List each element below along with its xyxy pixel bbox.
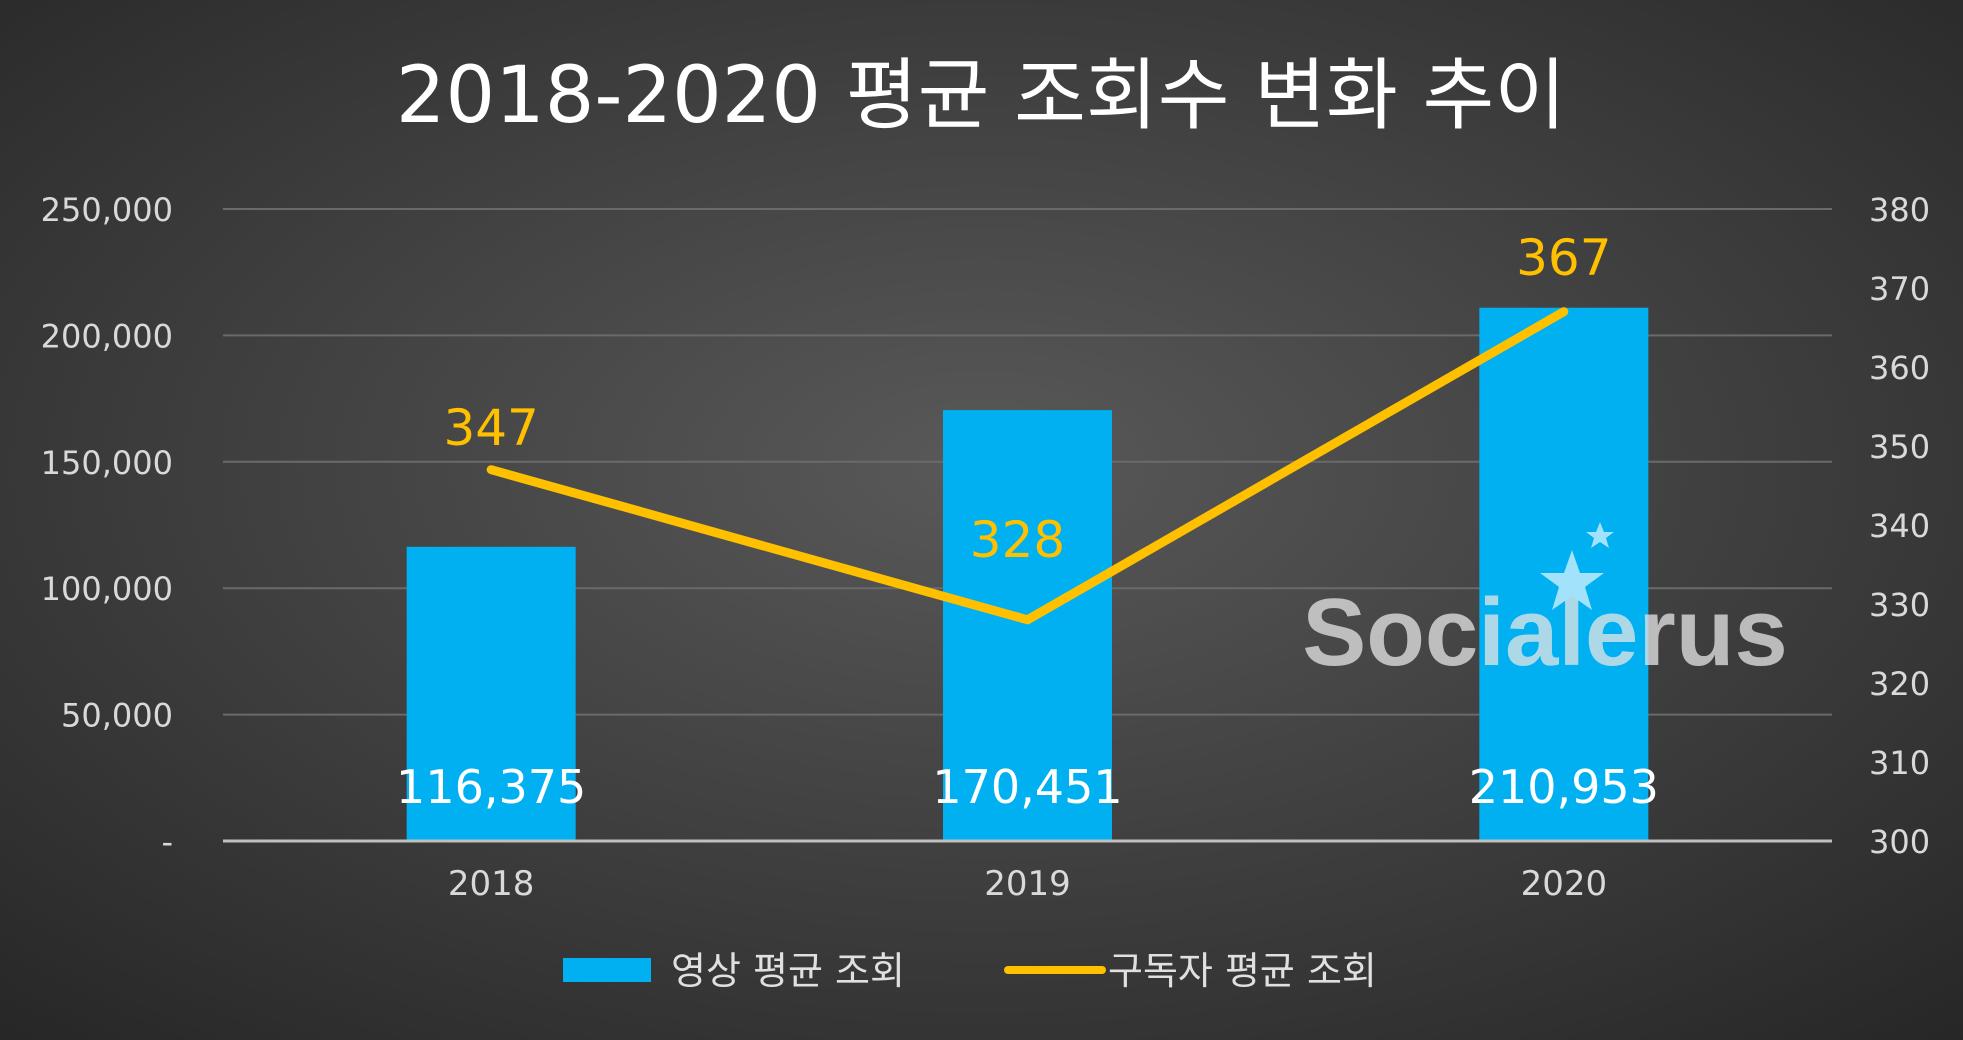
bar-2018	[406, 546, 576, 841]
line-point	[1562, 310, 1565, 313]
right-axis-tick-label: 340	[1869, 507, 1930, 545]
right-axis-tick-label: 380	[1869, 191, 1930, 229]
right-axis-tick-label: 330	[1869, 586, 1930, 624]
legend-swatch-bar	[563, 958, 651, 982]
right-axis-tick-label: 310	[1869, 744, 1930, 782]
small-star-icon	[1586, 522, 1614, 548]
watermark-text: Socialerus	[1302, 579, 1788, 686]
line-data-label: 328	[970, 511, 1065, 569]
x-axis-tick-label: 2018	[448, 864, 535, 904]
chart-title: 2018-2020 평균 조회수 변화 추이	[396, 51, 1566, 141]
left-axis-tick-label: 150,000	[41, 444, 173, 482]
legend-label-bar: 영상 평균 조회	[671, 949, 905, 993]
legend: 영상 평균 조회 구독자 평균 조회	[563, 949, 1377, 993]
line-data-label: 347	[443, 399, 538, 457]
legend-label-line: 구독자 평균 조회	[1108, 949, 1377, 993]
bar-data-label: 210,953	[1469, 760, 1659, 814]
x-axis-tick-label: 2020	[1521, 864, 1608, 904]
line-point	[1026, 618, 1029, 621]
left-axis-tick-label: 250,000	[41, 191, 173, 229]
right-axis-tick-label: 370	[1869, 270, 1930, 308]
bar-data-label: 170,451	[932, 760, 1122, 814]
x-axis-tick-label: 2019	[984, 864, 1071, 904]
left-axis-tick-label: -	[161, 823, 173, 861]
left-axis-tick-label: 100,000	[41, 570, 173, 608]
right-axis-tick-label: 350	[1869, 428, 1930, 466]
right-axis-tick-label: 360	[1869, 349, 1930, 387]
left-axis-tick-label: 200,000	[41, 317, 173, 355]
bar-2019	[943, 410, 1112, 841]
line-data-label: 367	[1516, 229, 1611, 287]
right-axis-tick-label: 320	[1869, 665, 1930, 703]
right-axis-tick-label: 300	[1869, 823, 1930, 861]
star-icon	[1540, 550, 1604, 610]
watermark-logo: Socialerus	[1302, 522, 1788, 686]
line-point	[490, 468, 493, 471]
bar-data-label: 116,375	[396, 760, 586, 814]
left-axis-tick-label: 50,000	[61, 697, 173, 735]
